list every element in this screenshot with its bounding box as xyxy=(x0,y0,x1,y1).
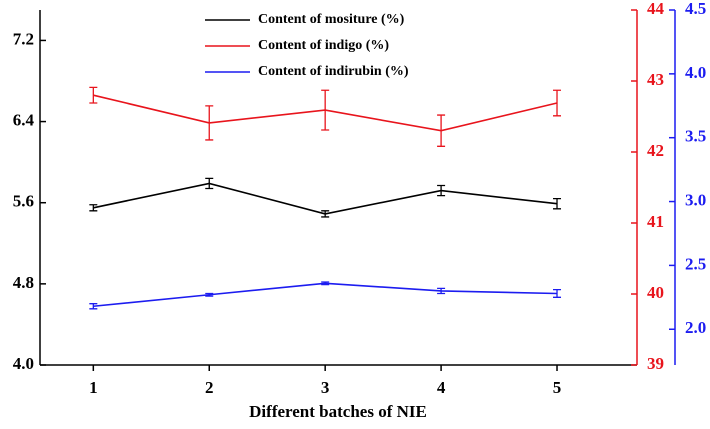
y-tick-label: 5.6 xyxy=(13,192,34,211)
y2-tick-label: 40 xyxy=(647,283,664,302)
error-bar xyxy=(89,204,98,212)
y2-tick-label: 44 xyxy=(647,0,665,18)
y-tick-label: 4.8 xyxy=(13,273,34,292)
error-bar xyxy=(437,184,446,197)
series-line xyxy=(93,282,558,308)
error-bar xyxy=(321,210,330,218)
x-tick-label: 2 xyxy=(205,378,214,397)
x-tick-label: 1 xyxy=(89,378,98,397)
x-tick-label: 5 xyxy=(553,378,562,397)
error-bar xyxy=(553,89,562,117)
y-tick-label: 7.2 xyxy=(13,29,34,48)
legend-label: Content of indirubin (%) xyxy=(258,64,409,79)
y-tick-label: 6.4 xyxy=(13,110,35,129)
series-line xyxy=(93,182,558,215)
legend-label: Content of indigo (%) xyxy=(258,38,389,53)
y3-tick-label: 4.5 xyxy=(685,0,706,18)
y2-tick-label: 43 xyxy=(647,70,664,89)
error-bar xyxy=(89,303,98,310)
error-bar xyxy=(205,105,214,141)
error-bar xyxy=(89,86,98,104)
y2-tick-label: 39 xyxy=(647,354,664,373)
error-bar xyxy=(553,198,562,210)
error-bar xyxy=(437,114,446,147)
y2-tick-label: 42 xyxy=(647,141,664,160)
y-tick-label: 4.0 xyxy=(13,354,34,373)
x-tick-label: 3 xyxy=(321,378,330,397)
y2-tick-label: 41 xyxy=(647,212,664,231)
y3-tick-label: 4.0 xyxy=(685,63,706,82)
y3-tick-label: 3.0 xyxy=(685,190,706,209)
error-bar xyxy=(321,89,330,131)
error-bar xyxy=(321,281,330,286)
error-bar xyxy=(205,177,214,190)
y3-tick-label: 2.5 xyxy=(685,254,706,273)
error-bar xyxy=(437,287,446,295)
error-bar xyxy=(205,292,214,297)
y3-tick-label: 3.5 xyxy=(685,127,706,146)
x-axis-label: Different batches of NIE xyxy=(249,402,427,421)
y3-tick-label: 2.0 xyxy=(685,318,706,337)
error-bar xyxy=(553,289,562,298)
x-tick-label: 4 xyxy=(437,378,446,397)
legend-label: Content of mositure (%) xyxy=(258,12,405,27)
